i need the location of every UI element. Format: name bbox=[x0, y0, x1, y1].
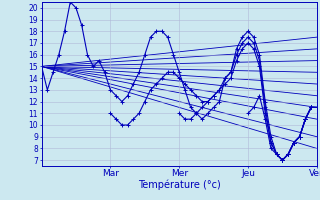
X-axis label: Température (°c): Température (°c) bbox=[138, 180, 220, 190]
